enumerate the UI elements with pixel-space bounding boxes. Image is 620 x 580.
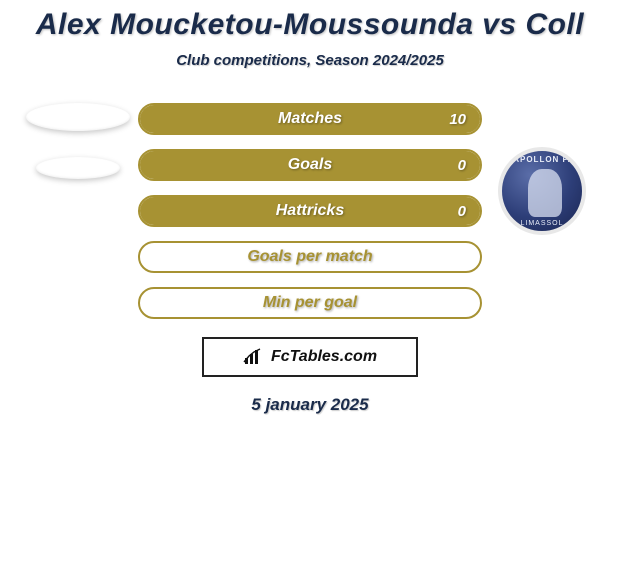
page-subtitle: Club competitions, Season 2024/2025 <box>10 52 610 69</box>
stat-bar: Matches 10 <box>138 103 482 135</box>
badge-top-text: APOLLON F. <box>502 155 582 164</box>
bar-chart-icon <box>243 348 265 366</box>
stat-bar-label: Goals per match <box>247 248 372 266</box>
brand-text: FcTables.com <box>271 348 377 366</box>
stat-bar: Goals 0 <box>138 149 482 181</box>
stat-bars: Matches 10 Goals 0 Hattricks 0 Goals per match… <box>138 103 482 319</box>
stat-bar: Goals per match <box>138 241 482 273</box>
brand-watermark: FcTables.com <box>202 337 418 377</box>
stat-bar-label: Matches <box>278 110 342 128</box>
left-player-column <box>18 103 138 179</box>
placeholder-ellipse <box>26 103 130 131</box>
stat-bar-label: Goals <box>288 156 332 174</box>
stat-bar: Min per goal <box>138 287 482 319</box>
snapshot-date: 5 january 2025 <box>0 395 620 415</box>
stat-bar-value: 10 <box>449 111 466 128</box>
stat-bar-value: 0 <box>458 157 466 174</box>
club-badge: APOLLON F. LIMASSOL <box>498 147 586 235</box>
badge-bottom-text: LIMASSOL <box>502 220 582 227</box>
stat-bar-label: Hattricks <box>276 202 344 220</box>
page-title: Alex Moucketou-Moussounda vs Coll <box>10 8 610 42</box>
right-player-column: APOLLON F. LIMASSOL <box>482 103 602 235</box>
stat-bar-value: 0 <box>458 203 466 220</box>
stat-bar: Hattricks 0 <box>138 195 482 227</box>
comparison-content: Matches 10 Goals 0 Hattricks 0 Goals per match… <box>0 103 620 319</box>
stat-bar-label: Min per goal <box>263 294 357 312</box>
placeholder-ellipse <box>36 157 120 179</box>
